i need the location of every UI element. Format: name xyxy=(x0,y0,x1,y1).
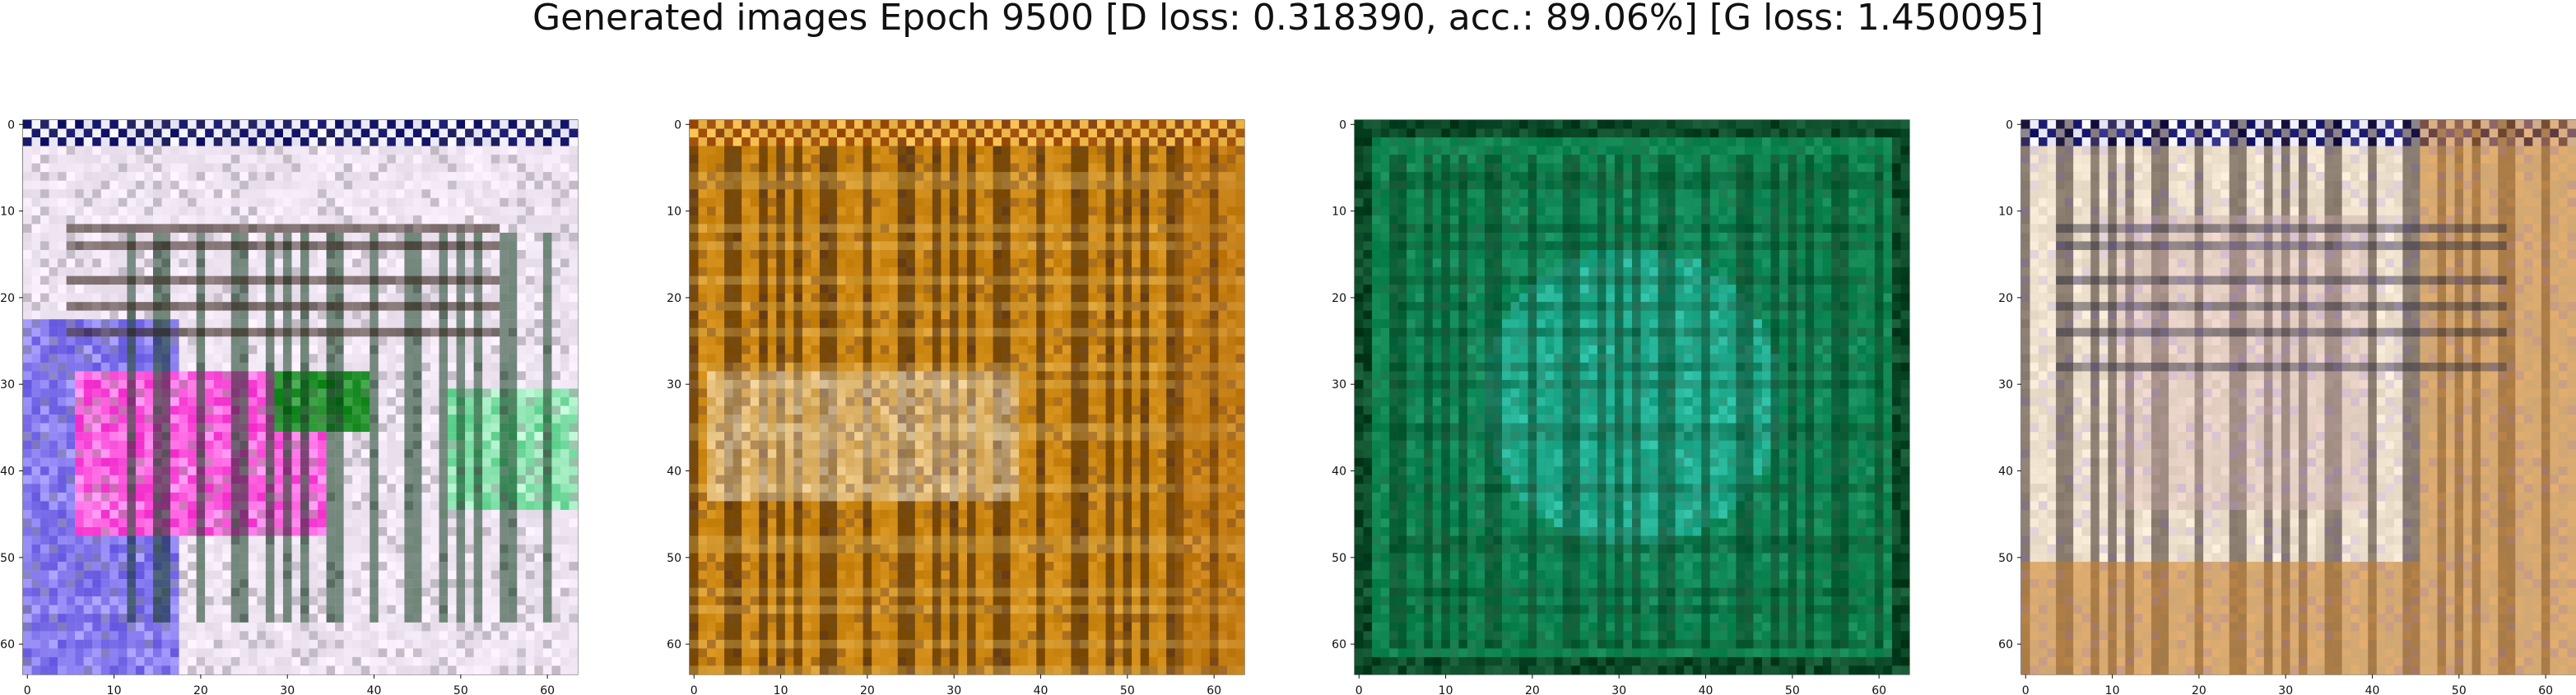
y-axis-tick-label: 30 xyxy=(1332,378,1346,392)
y-axis-tick-label: 30 xyxy=(0,378,15,392)
x-axis-tick-label: 20 xyxy=(2192,684,2206,695)
generated-image-3-pixels xyxy=(1355,120,1910,675)
x-axis-tick-label: 50 xyxy=(1785,684,1800,695)
generated-image-1-group xyxy=(22,119,579,675)
x-axis-tick-label: 10 xyxy=(107,684,122,695)
y-axis-tick-label: 20 xyxy=(1998,292,2013,305)
generated-image-2-group xyxy=(689,119,1245,675)
y-axis-tick-label: 50 xyxy=(1998,552,2013,565)
x-axis-tick-label: 40 xyxy=(1034,684,1049,695)
y-axis-tick-label: 0 xyxy=(674,118,681,132)
y-axis-tick-label: 50 xyxy=(0,552,15,565)
y-axis-tick-label: 40 xyxy=(1998,466,2013,479)
y-axis-tick-label: 40 xyxy=(667,466,681,479)
y-axis-tick-label: 0 xyxy=(1339,118,1346,132)
x-axis-tick-label: 60 xyxy=(2538,684,2553,695)
y-axis-tick-label: 20 xyxy=(1332,292,1346,305)
generated-image-2-pixels xyxy=(690,120,1245,675)
y-axis-tick-label: 0 xyxy=(7,118,15,132)
figure-title: Generated images Epoch 9500 [D loss: 0.3… xyxy=(532,0,2044,39)
y-axis-tick-label: 10 xyxy=(1332,206,1346,219)
x-axis-tick-label: 10 xyxy=(774,684,788,695)
generated-image-3-group xyxy=(1354,119,1910,675)
y-axis-tick-label: 60 xyxy=(0,638,15,651)
x-axis-tick-label: 40 xyxy=(1699,684,1713,695)
x-axis-tick-label: 30 xyxy=(280,684,295,695)
x-axis-tick-label: 60 xyxy=(540,684,555,695)
y-axis-tick-label: 10 xyxy=(0,206,15,219)
x-axis-tick-label: 30 xyxy=(946,684,961,695)
x-axis-tick-label: 20 xyxy=(1525,684,1540,695)
x-axis-tick-label: 0 xyxy=(690,684,698,695)
y-axis-tick-label: 20 xyxy=(0,292,15,305)
generated-image-4-group xyxy=(2020,119,2576,675)
y-axis-tick-label: 60 xyxy=(1998,638,2013,651)
x-axis-tick-label: 20 xyxy=(193,684,208,695)
y-axis-tick-label: 30 xyxy=(1998,378,2013,392)
x-axis-tick-label: 50 xyxy=(1120,684,1135,695)
generated-image-1-pixels xyxy=(23,120,579,675)
x-axis-tick-label: 0 xyxy=(2022,684,2030,695)
y-axis-tick-label: 20 xyxy=(667,292,681,305)
x-axis-tick-label: 60 xyxy=(1207,684,1221,695)
x-axis-tick-label: 0 xyxy=(24,684,31,695)
y-axis-tick-label: 0 xyxy=(2006,118,2013,132)
y-axis-tick-label: 50 xyxy=(667,552,681,565)
y-axis-tick-label: 50 xyxy=(1332,552,1346,565)
y-axis-tick-label: 40 xyxy=(1332,466,1346,479)
x-axis-tick-label: 0 xyxy=(1355,684,1363,695)
x-axis-tick-label: 40 xyxy=(367,684,382,695)
y-axis-tick-label: 10 xyxy=(667,206,681,219)
x-axis-tick-label: 30 xyxy=(1611,684,1626,695)
y-axis-tick-label: 10 xyxy=(1998,206,2013,219)
x-axis-tick-label: 10 xyxy=(2105,684,2120,695)
x-axis-tick-label: 20 xyxy=(860,684,875,695)
y-axis-tick-label: 30 xyxy=(667,378,681,392)
x-axis-tick-label: 60 xyxy=(1872,684,1886,695)
y-axis-tick-label: 40 xyxy=(0,466,15,479)
x-axis-tick-label: 50 xyxy=(2452,684,2467,695)
x-axis-tick-label: 50 xyxy=(453,684,468,695)
generated-image-4-pixels xyxy=(2021,120,2576,675)
x-axis-tick-label: 10 xyxy=(1439,684,1453,695)
y-axis-tick-label: 60 xyxy=(667,638,681,651)
x-axis-tick-label: 40 xyxy=(2365,684,2380,695)
x-axis-tick-label: 30 xyxy=(2278,684,2293,695)
y-axis-tick-label: 60 xyxy=(1332,638,1346,651)
